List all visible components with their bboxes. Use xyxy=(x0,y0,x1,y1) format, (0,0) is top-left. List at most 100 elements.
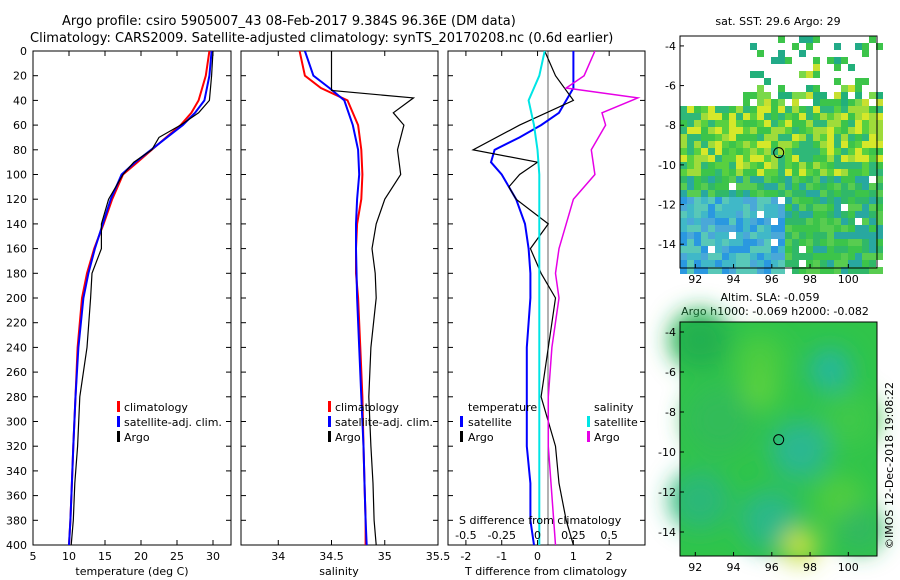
sst-cell xyxy=(813,211,820,218)
title-line1: Argo profile: csiro 5905007_43 08-Feb-20… xyxy=(62,14,516,29)
sst-cell xyxy=(736,267,743,274)
sst-cell xyxy=(778,253,785,260)
sst-cell xyxy=(876,106,883,113)
sst-cell xyxy=(736,239,743,246)
sst-cell xyxy=(799,71,806,78)
depth-tick-label: 40 xyxy=(13,94,27,107)
sst-cell xyxy=(771,218,778,225)
sst-cell xyxy=(869,155,876,162)
sst-cell xyxy=(778,148,785,155)
sst-cell xyxy=(869,197,876,204)
sst-cell xyxy=(848,64,855,71)
sst-cell xyxy=(876,120,883,127)
sst-cell xyxy=(771,169,778,176)
sst-cell xyxy=(799,232,806,239)
sst-cell xyxy=(792,92,799,99)
sst-cell xyxy=(855,183,862,190)
sst-cell xyxy=(785,141,792,148)
sst-cell xyxy=(827,127,834,134)
sst-cell xyxy=(764,267,771,274)
sst-cell xyxy=(722,204,729,211)
legend-swatch-argo xyxy=(117,431,120,442)
sst-cell xyxy=(792,43,799,50)
sst-cell xyxy=(785,218,792,225)
sst-cell xyxy=(750,211,757,218)
sst-cell xyxy=(778,134,785,141)
sst-cell xyxy=(806,225,813,232)
sst-cell xyxy=(680,253,687,260)
sst-cell xyxy=(701,239,708,246)
sst-cell xyxy=(848,106,855,113)
sst-cell xyxy=(750,43,757,50)
sst-cell xyxy=(799,113,806,120)
sst-cell xyxy=(750,71,757,78)
sst-cell xyxy=(701,225,708,232)
salinity-climatology-line xyxy=(298,51,367,545)
sst-cell xyxy=(722,190,729,197)
temperature-panel xyxy=(32,50,232,546)
sst-cell xyxy=(701,260,708,267)
sst-cell xyxy=(736,141,743,148)
sst-cell xyxy=(862,148,869,155)
sst-cell xyxy=(827,162,834,169)
temperature-argo-line xyxy=(70,51,214,545)
sst-cell xyxy=(722,260,729,267)
sst-cell xyxy=(680,113,687,120)
sst-cell xyxy=(764,148,771,155)
sst-cell xyxy=(792,190,799,197)
sst-cell xyxy=(736,162,743,169)
sst-cell xyxy=(785,169,792,176)
sst-cell xyxy=(813,113,820,120)
sst-cell xyxy=(792,197,799,204)
sst-cell xyxy=(876,127,883,134)
sst-cell xyxy=(876,176,883,183)
sst-cell xyxy=(687,148,694,155)
sst-cell xyxy=(778,50,785,57)
sst-cell xyxy=(729,120,736,127)
sst-cell xyxy=(743,120,750,127)
sst-cell xyxy=(750,190,757,197)
sst-cell xyxy=(799,204,806,211)
sst-cell xyxy=(680,155,687,162)
sst-cell xyxy=(680,106,687,113)
sst-cell xyxy=(694,239,701,246)
lat-tick-label: -12 xyxy=(658,486,676,499)
sst-cell xyxy=(841,85,848,92)
sst-cell xyxy=(771,239,778,246)
sst-cell xyxy=(813,239,820,246)
sst-cell xyxy=(708,225,715,232)
sst-cell xyxy=(862,176,869,183)
depth-tick-label: 400 xyxy=(6,539,27,552)
sst-cell xyxy=(792,162,799,169)
sst-cell xyxy=(855,141,862,148)
sst-cell xyxy=(715,267,722,274)
sst-cell xyxy=(764,127,771,134)
s-diff-tick-label: -0.25 xyxy=(487,529,515,542)
sst-cell xyxy=(743,127,750,134)
depth-tick-label: 20 xyxy=(13,70,27,83)
sst-cell xyxy=(848,99,855,106)
sst-cell xyxy=(799,155,806,162)
salinity-axis-label: salinity xyxy=(319,565,359,578)
sst-cell xyxy=(764,78,771,85)
sst-cell xyxy=(827,176,834,183)
sst-cell xyxy=(841,190,848,197)
sst-cell xyxy=(757,106,764,113)
sst-cell xyxy=(701,218,708,225)
credit-text: ©IMOS 12-Dec-2018 19:08:22 xyxy=(883,382,896,549)
sst-cell xyxy=(841,183,848,190)
sst-cell xyxy=(750,183,757,190)
sst-cell xyxy=(708,218,715,225)
sst-map-title: sat. SST: 29.6 Argo: 29 xyxy=(715,15,840,28)
sst-cell xyxy=(869,239,876,246)
sst-cell xyxy=(876,190,883,197)
sst-cell xyxy=(708,183,715,190)
sst-cell xyxy=(869,176,876,183)
sst-cell xyxy=(743,141,750,148)
sst-cell xyxy=(743,113,750,120)
sst-cell xyxy=(799,246,806,253)
sst-cell xyxy=(806,92,813,99)
sst-cell xyxy=(806,239,813,246)
sst-cell xyxy=(862,246,869,253)
sst-cell xyxy=(722,225,729,232)
